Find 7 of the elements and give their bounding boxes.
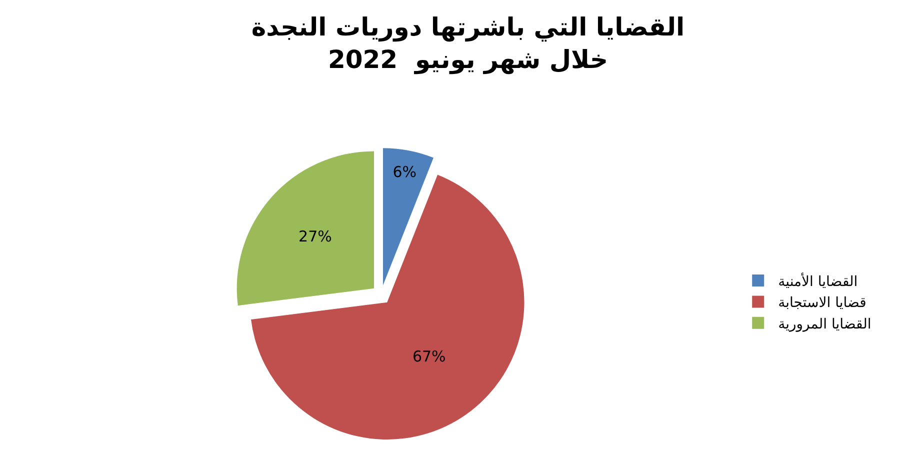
data-label: 27% [298, 228, 332, 246]
data-label: 6% [392, 162, 417, 181]
legend-label: القضايا الأمنية [778, 272, 858, 290]
data-label: 67% [412, 348, 446, 366]
legend-label: القضايا المرورية [778, 316, 872, 332]
legend-label: قضايا الاستجابة [778, 295, 866, 312]
chart-title: القضايا التي باشرتها دوريات النجدة خلال شهر يونيو 2022 [251, 12, 685, 75]
